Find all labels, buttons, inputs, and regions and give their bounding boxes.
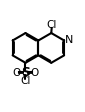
Text: Cl: Cl xyxy=(20,76,31,86)
Text: O: O xyxy=(30,68,38,78)
Text: S: S xyxy=(21,66,30,79)
Text: O: O xyxy=(13,68,21,78)
Text: Cl: Cl xyxy=(46,20,57,30)
Text: N: N xyxy=(65,35,73,45)
